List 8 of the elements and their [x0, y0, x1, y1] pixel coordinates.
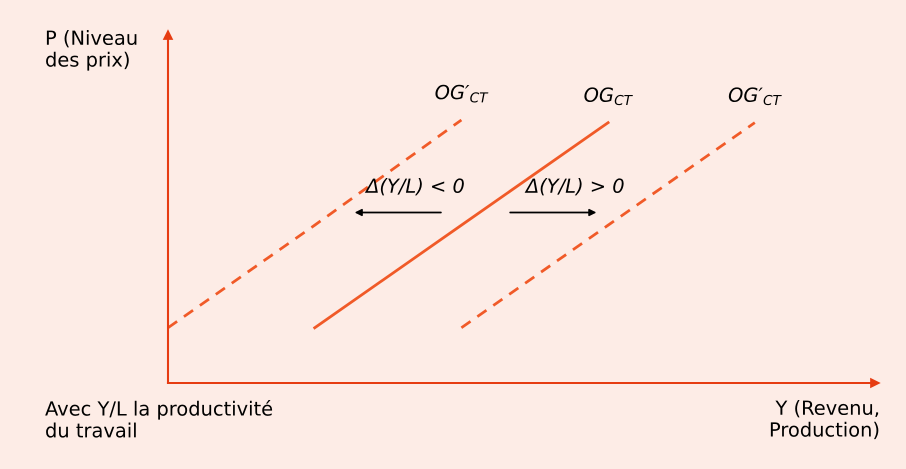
series-label: OG′$_{CT}$ — [728, 87, 782, 106]
y-axis-title: P (Niveau des prix) — [46, 30, 136, 71]
series-label: OG$_{CT}$ — [584, 87, 633, 106]
annotation: Δ(Y/L) > 0 — [524, 178, 624, 196]
x-axis-title: Y (Revenu, Production) — [770, 400, 878, 440]
annotation: Δ(Y/L) < 0 — [364, 178, 464, 196]
series-label: OG′$_{CT}$ — [435, 84, 488, 103]
text: Avec Y/L la productivité du travail — [45, 400, 272, 438]
